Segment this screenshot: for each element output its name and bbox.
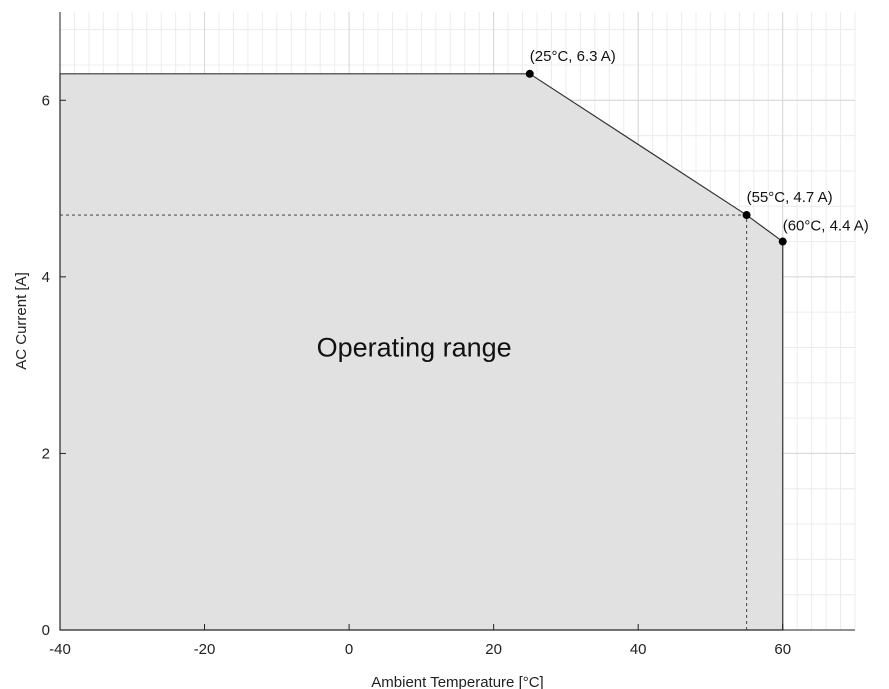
y-tick-label: 2 <box>42 445 50 462</box>
plot-area: (25°C, 6.3 A) (55°C, 4.7 A) (60°C, 4.4 A) O… <box>59 48 869 631</box>
data-point-marker <box>742 211 751 220</box>
y-tick-label: 0 <box>42 622 50 639</box>
x-tick-label: 0 <box>345 641 353 658</box>
data-point-label: (60°C, 4.4 A) <box>783 218 869 235</box>
x-tick-label: 40 <box>630 641 647 658</box>
y-tick-label: 4 <box>42 269 50 286</box>
data-point-label: (25°C, 6.3 A) <box>530 48 616 65</box>
x-tick-label: -20 <box>194 641 216 658</box>
data-point-marker <box>525 69 534 78</box>
axes <box>59 12 855 631</box>
tick-labels: -40 -20 0 20 40 60 0 2 4 6 <box>42 92 791 658</box>
data-point-marker <box>778 237 787 246</box>
x-axis-label: Ambient Temperature [°C] <box>371 674 543 689</box>
operating-range-label: Operating range <box>317 332 512 362</box>
x-tick-label: -40 <box>49 641 71 658</box>
y-tick-label: 6 <box>42 92 50 109</box>
x-tick-label: 20 <box>485 641 502 658</box>
y-axis-label: AC Current [A] <box>13 272 30 370</box>
data-point-label: (55°C, 4.7 A) <box>747 189 833 206</box>
x-tick-label: 60 <box>774 641 791 658</box>
